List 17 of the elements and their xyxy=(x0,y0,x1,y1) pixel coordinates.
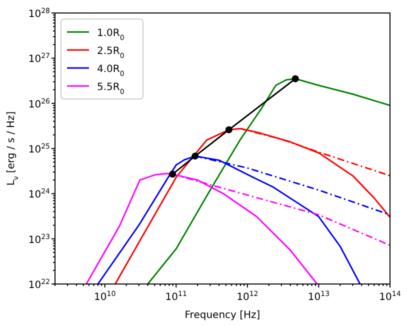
x-tick-label: 10$^{12}$ xyxy=(236,290,258,303)
x-tick-label: 10$^{11}$ xyxy=(165,290,187,303)
y-tick-label: 10$^{26}$ xyxy=(28,97,51,110)
y-tick-label: 10$^{23}$ xyxy=(28,232,50,246)
y-tick-label: 10$^{24}$ xyxy=(28,188,51,201)
x-axis-title: Frequency [Hz] xyxy=(184,310,260,321)
y-tick-label: 10$^{28}$ xyxy=(28,7,50,20)
legend-label: 4.0R$_{0}$ xyxy=(97,64,124,78)
y-tick-label: 10$^{22}$ xyxy=(28,278,50,291)
legend-label: 1.0R$_{0}$ xyxy=(97,28,124,42)
x-tick-label: 10$^{14}$ xyxy=(379,290,402,303)
y-tick-label: 10$^{25}$ xyxy=(28,142,50,156)
legend-label: 5.5R$_{0}$ xyxy=(97,82,124,96)
x-tick-label: 10$^{13}$ xyxy=(308,290,330,303)
y-tick-label: 10$^{27}$ xyxy=(28,52,50,66)
legend-label: 2.5R$_{0}$ xyxy=(97,46,124,60)
x-tick-label: 10$^{10}$ xyxy=(94,290,116,303)
